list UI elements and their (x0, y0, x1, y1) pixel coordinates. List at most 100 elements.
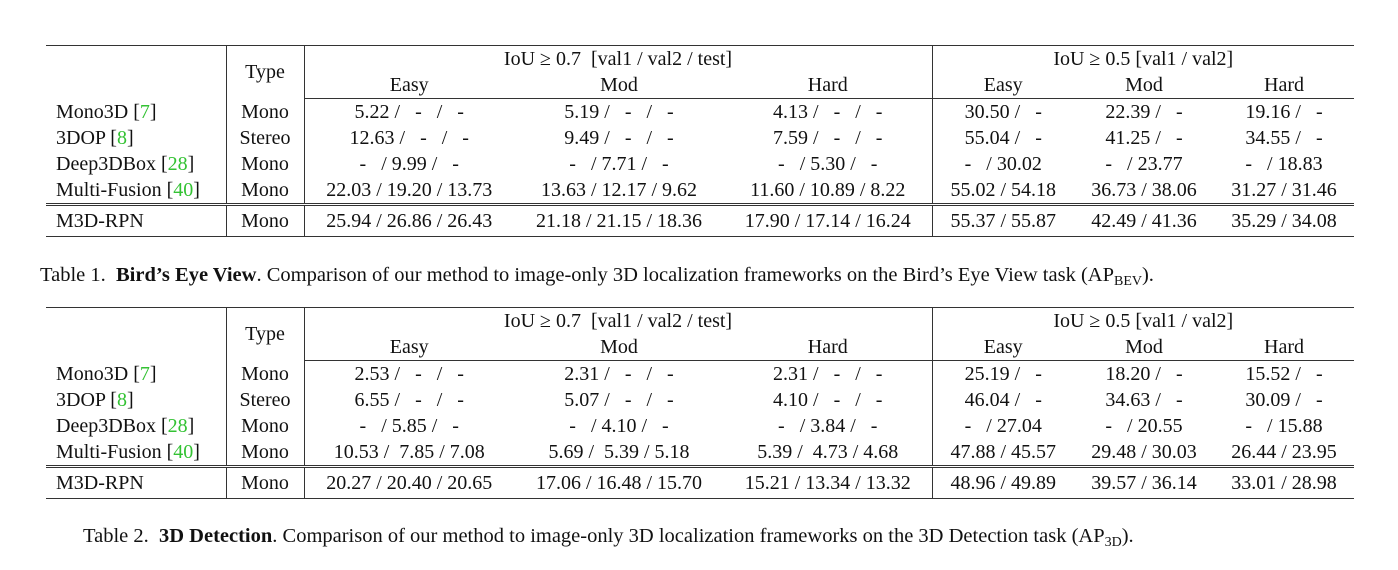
iou05-header: IoU ≥ 0.5 [val1 / val2] (931, 307, 1355, 334)
citation-link[interactable]: 40 (173, 441, 194, 463)
value-cell: 42.49 / 41.36 (1074, 204, 1214, 237)
table2-caption: Table 2. 3D Detection. Comparison of our… (83, 525, 1134, 550)
citation-link[interactable]: 8 (116, 127, 127, 149)
subheader-mod: Mod (514, 72, 724, 99)
method-name: Deep3DBox [28] (56, 153, 195, 175)
value-cell: 21.18 / 21.15 / 18.36 (514, 204, 724, 237)
iou07-splits: [val1 / val2 / test] (591, 310, 733, 332)
caption-text: . Comparison of our method to image-only… (256, 264, 1114, 286)
value-cell: - / 18.83 (1245, 153, 1323, 175)
method-type: Stereo (225, 387, 305, 413)
value-cell: 15.52 / - (1245, 363, 1323, 385)
corner-cell (46, 45, 226, 99)
value-cell: 34.63 / - (1105, 389, 1183, 411)
method-name: Mono3D [7] (56, 362, 157, 385)
subheader-easy: Easy (304, 334, 514, 361)
subheader-easy: Easy (931, 334, 1074, 361)
citation-link[interactable]: 28 (167, 415, 188, 437)
citation-link[interactable]: 8 (116, 389, 127, 411)
iou07-header: IoU ≥ 0.7 [val1 / val2 / test] (304, 45, 932, 72)
value-cell: 12.63 / - / - (349, 127, 469, 149)
value-cell: - / 15.88 (1245, 415, 1323, 437)
citation-link[interactable]: 40 (173, 179, 194, 201)
value-cell: 46.04 / - (931, 387, 1074, 413)
table-row: Multi-Fusion [40] Mono 10.53 / 7.85 / 7.… (46, 439, 1355, 468)
method-name: 3DOP [8] (56, 127, 134, 149)
iou05-splits: [val1 / val2] (1135, 310, 1234, 332)
method-name: Multi-Fusion [40] (46, 177, 226, 206)
value-cell: 33.01 / 28.98 (1214, 466, 1355, 499)
value-cell: - / 5.30 / - (778, 153, 878, 175)
value-cell: 26.44 / 23.95 (1214, 439, 1355, 468)
value-cell: 47.88 / 45.57 (931, 439, 1074, 468)
value-cell: 4.10 / - / - (773, 389, 883, 411)
value-cell: 17.90 / 17.14 / 16.24 (724, 204, 932, 237)
method-type: Mono (225, 151, 305, 177)
table-row: Deep3DBox [28] Mono - / 5.85 / - - / 4.1… (46, 413, 1354, 439)
iou07-header: IoU ≥ 0.7 [val1 / val2 / test] (304, 307, 932, 334)
table-row: Mono3D [7] Mono 5.22 / - / - 5.19 / - / … (46, 98, 1354, 125)
value-cell: 9.49 / - / - (564, 127, 674, 149)
value-cell: 22.39 / - (1105, 101, 1183, 123)
type-header: Type (225, 307, 305, 361)
table-row: Mono3D [7] Mono 2.53 / - / - 2.31 / - / … (46, 360, 1354, 387)
value-cell: 11.60 / 10.89 / 8.22 (724, 177, 932, 206)
table-row: Multi-Fusion [40] Mono 22.03 / 19.20 / 1… (46, 177, 1355, 206)
value-cell: - / 9.99 / - (359, 153, 459, 175)
value-cell: 6.55 / - / - (354, 389, 464, 411)
3d-detection-results-table: Type IoU ≥ 0.7 [val1 / val2 / test] IoU … (46, 307, 1355, 499)
value-cell: - / 30.02 (931, 151, 1074, 177)
method-name: M3D-RPN (46, 204, 226, 237)
table-row: 3DOP [8] Stereo 12.63 / - / - 9.49 / - /… (46, 125, 1354, 151)
subheader-hard: Hard (724, 72, 932, 99)
value-cell: 55.37 / 55.87 (931, 204, 1074, 237)
citation-link[interactable]: 28 (167, 153, 188, 175)
caption-subscript: 3D (1104, 535, 1122, 550)
value-cell: 25.19 / - (931, 360, 1074, 387)
method-name: Multi-Fusion [40] (46, 439, 226, 468)
value-cell: 5.07 / - / - (564, 389, 674, 411)
caption-label: Table 1. (40, 264, 106, 286)
method-name: Deep3DBox [28] (56, 415, 195, 437)
method-type: Mono (225, 439, 305, 468)
value-cell: 25.94 / 26.86 / 26.43 (304, 204, 514, 237)
value-cell: 22.03 / 19.20 / 13.73 (304, 177, 514, 206)
value-cell: 34.55 / - (1245, 127, 1323, 149)
value-cell: 20.27 / 20.40 / 20.65 (304, 466, 514, 499)
value-cell: - / 7.71 / - (569, 153, 669, 175)
value-cell: 2.31 / - / - (564, 363, 674, 385)
value-cell: 4.13 / - / - (773, 101, 883, 123)
value-cell: 5.19 / - / - (564, 101, 674, 123)
method-type: Mono (225, 466, 305, 499)
value-cell: - / 3.84 / - (778, 415, 878, 437)
subheader-hard: Hard (724, 334, 932, 361)
value-cell: 13.63 / 12.17 / 9.62 (514, 177, 724, 206)
method-name: M3D-RPN (46, 466, 226, 499)
method-type: Mono (225, 360, 305, 387)
bev-results-table: Type IoU ≥ 0.7 [val1 / val2 / test] IoU … (46, 45, 1355, 237)
caption-title: 3D Detection (158, 525, 273, 547)
value-cell: 15.21 / 13.34 / 13.32 (724, 466, 932, 499)
subheader-easy: Easy (931, 72, 1074, 99)
value-cell: 29.48 / 30.03 (1074, 439, 1214, 468)
value-cell: 30.50 / - (931, 98, 1074, 125)
value-cell: 55.02 / 54.18 (931, 177, 1074, 206)
subheader-hard: Hard (1214, 334, 1355, 361)
value-cell: 35.29 / 34.08 (1214, 204, 1355, 237)
caption-subscript: BEV (1113, 274, 1142, 289)
value-cell: 2.31 / - / - (773, 363, 883, 385)
method-type: Mono (225, 177, 305, 206)
value-cell: 30.09 / - (1245, 389, 1323, 411)
citation-link[interactable]: 7 (139, 100, 150, 123)
iou07-splits: [val1 / val2 / test] (591, 48, 733, 70)
method-type: Mono (225, 413, 305, 439)
value-cell: 19.16 / - (1245, 101, 1323, 123)
value-cell: 5.22 / - / - (354, 101, 464, 123)
caption-label: Table 2. (83, 525, 149, 547)
subheader-mod: Mod (514, 334, 724, 361)
value-cell: - / 23.77 (1105, 153, 1183, 175)
table-row: Deep3DBox [28] Mono - / 9.99 / - - / 7.7… (46, 151, 1354, 177)
table-row-ours: M3D-RPN Mono 20.27 / 20.40 / 20.65 17.06… (46, 466, 1355, 499)
citation-link[interactable]: 7 (139, 362, 150, 385)
value-cell: 36.73 / 38.06 (1074, 177, 1214, 206)
